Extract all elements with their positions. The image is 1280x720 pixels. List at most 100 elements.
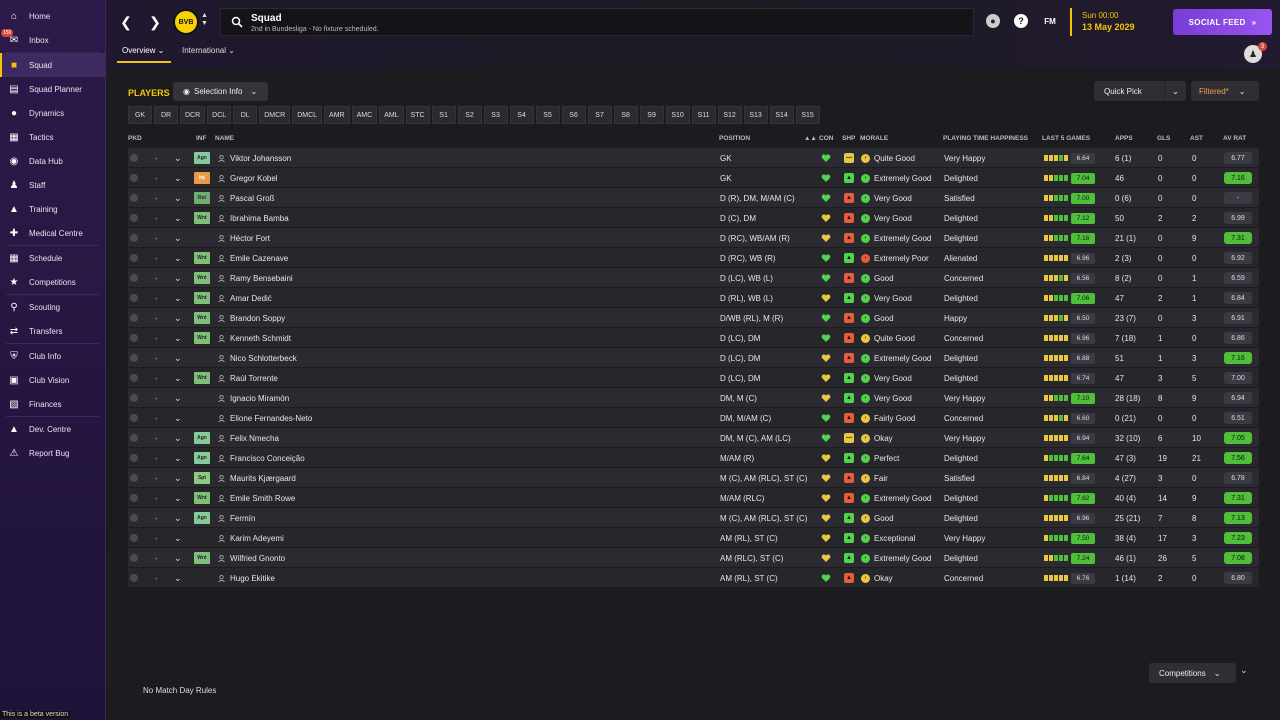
pick-checkbox[interactable] bbox=[130, 168, 138, 188]
table-row[interactable]: - ⌄ Ignacio Miramón DM, M (C) ▲ › Very Good Ver… bbox=[128, 388, 1259, 408]
player-name[interactable]: Karim Adeyemi bbox=[218, 528, 284, 548]
pick-checkbox[interactable] bbox=[130, 288, 138, 308]
row-expand-chevron-icon[interactable]: ⌄ bbox=[174, 252, 182, 263]
position-filter-stc[interactable]: STC bbox=[405, 106, 430, 124]
position-filter-dmcr[interactable]: DMCR bbox=[259, 106, 291, 124]
position-filter-s8[interactable]: S8 bbox=[613, 106, 638, 124]
sidebar-item-competitions[interactable]: ★ Competitions bbox=[0, 270, 105, 294]
row-expand-chevron-icon[interactable]: ⌄ bbox=[174, 212, 182, 223]
table-row[interactable]: - ⌄ Inj Gregor Kobel GK ▲ › Extremely Good Delig… bbox=[128, 168, 1259, 188]
player-name[interactable]: Ramy Bensebaini bbox=[218, 268, 293, 288]
player-name[interactable]: Wilfried Gnonto bbox=[218, 548, 285, 568]
col-happiness[interactable]: PLAYING TIME HAPPINESS bbox=[943, 135, 1028, 142]
pick-checkbox[interactable] bbox=[130, 568, 138, 588]
sidebar-item-squad-planner[interactable]: ▤ Squad Planner bbox=[0, 77, 105, 101]
table-row[interactable]: - ⌄ Agn Francisco Conceição M/AM (R) ▲ › Perfec… bbox=[128, 448, 1259, 468]
player-name[interactable]: Hugo Ekitike bbox=[218, 568, 275, 588]
col-ast[interactable]: AST bbox=[1190, 135, 1203, 142]
sidebar-item-club-vision[interactable]: ▣ Club Vision bbox=[0, 368, 105, 392]
player-name[interactable]: Gregor Kobel bbox=[218, 168, 278, 188]
table-row[interactable]: - ⌄ Agn Viktor Johansson GK — › Quite Good Very … bbox=[128, 148, 1259, 168]
col-shp[interactable]: SHP bbox=[842, 135, 856, 142]
club-switch-icon[interactable]: ▲ ▼ bbox=[201, 12, 208, 27]
fm-menu-icon[interactable]: FM bbox=[1044, 16, 1056, 26]
col-gls[interactable]: GLS bbox=[1157, 135, 1171, 142]
player-name[interactable]: Pascal Groß bbox=[218, 188, 274, 208]
position-filter-s2[interactable]: S2 bbox=[457, 106, 482, 124]
table-row[interactable]: - ⌄ Spt Maurits Kjærgaard M (C), AM (RLC), S… bbox=[128, 468, 1259, 488]
row-expand-chevron-icon[interactable]: ⌄ bbox=[174, 332, 182, 343]
table-row[interactable]: - ⌄ Wnt Wilfried Gnonto AM (RLC), ST (C) ▲ › Ex… bbox=[128, 548, 1259, 568]
table-row[interactable]: - ⌄ Héctor Fort D (RC), WB/AM (R) ▲ › Extremel… bbox=[128, 228, 1259, 248]
sidebar-item-training[interactable]: ▲ Training bbox=[0, 197, 105, 221]
row-expand-chevron-icon[interactable]: ⌄ bbox=[174, 572, 182, 583]
row-expand-chevron-icon[interactable]: ⌄ bbox=[174, 172, 182, 183]
row-expand-chevron-icon[interactable]: ⌄ bbox=[174, 432, 182, 443]
table-row[interactable]: - ⌄ Wnt Amar Dedić D (RL), WB (L) ▲ › Very Good… bbox=[128, 288, 1259, 308]
pick-checkbox[interactable] bbox=[130, 308, 138, 328]
sidebar-item-club-info[interactable]: ⛨ Club Info bbox=[0, 344, 105, 368]
game-date[interactable]: Sun 00:00 13 May 2029 bbox=[1070, 8, 1166, 36]
player-name[interactable]: Fermín bbox=[218, 508, 255, 528]
col-apps[interactable]: APPS bbox=[1115, 135, 1133, 142]
pick-checkbox[interactable] bbox=[130, 488, 138, 508]
table-row[interactable]: - ⌄ Elione Fernandes-Neto DM, M/AM (C) ▲ › Fai… bbox=[128, 408, 1259, 428]
pick-checkbox[interactable] bbox=[130, 248, 138, 268]
col-con[interactable]: CON bbox=[819, 135, 834, 142]
sidebar-item-dynamics[interactable]: ● Dynamics bbox=[0, 101, 105, 125]
position-filter-gk[interactable]: GK bbox=[128, 106, 152, 124]
position-filter-s10[interactable]: S10 bbox=[665, 106, 690, 124]
title-search-bar[interactable]: Squad 2nd in Bundesliga - No fixture sch… bbox=[220, 8, 974, 36]
row-expand-chevron-icon[interactable]: ⌄ bbox=[174, 452, 182, 463]
player-name[interactable]: Ibrahima Bamba bbox=[218, 208, 289, 228]
player-name[interactable]: Ignacio Miramón bbox=[218, 388, 289, 408]
position-filter-s15[interactable]: S15 bbox=[795, 106, 820, 124]
pick-checkbox[interactable] bbox=[130, 548, 138, 568]
table-row[interactable]: - ⌄ Wnt Ibrahima Bamba D (C), DM ▲ › Very Good D… bbox=[128, 208, 1259, 228]
position-filter-amr[interactable]: AMR bbox=[324, 106, 350, 124]
player-name[interactable]: Raúl Torrente bbox=[218, 368, 278, 388]
position-filter-s3[interactable]: S3 bbox=[483, 106, 508, 124]
position-filter-dr[interactable]: DR bbox=[154, 106, 178, 124]
player-name[interactable]: Emile Cazenave bbox=[218, 248, 288, 268]
pick-checkbox[interactable] bbox=[130, 408, 138, 428]
filter-dropdown[interactable]: Filtered* ⌄ bbox=[1191, 81, 1259, 101]
position-filter-s9[interactable]: S9 bbox=[639, 106, 664, 124]
competitions-dropdown[interactable]: Competitions ⌄ bbox=[1149, 663, 1236, 683]
row-expand-chevron-icon[interactable]: ⌄ bbox=[174, 552, 182, 563]
help-icon[interactable]: ? bbox=[1014, 14, 1028, 28]
player-name[interactable]: Brandon Soppy bbox=[218, 308, 285, 328]
row-expand-chevron-icon[interactable]: ⌄ bbox=[174, 152, 182, 163]
pick-checkbox[interactable] bbox=[130, 328, 138, 348]
player-name[interactable]: Francisco Conceição bbox=[218, 448, 305, 468]
tab-overview[interactable]: Overview ⌄ bbox=[122, 46, 164, 55]
position-filter-s14[interactable]: S14 bbox=[769, 106, 794, 124]
pick-checkbox[interactable] bbox=[130, 428, 138, 448]
chevron-down-icon[interactable]: ⌄ bbox=[1240, 665, 1248, 675]
sidebar-item-squad[interactable]: ■ Squad bbox=[0, 53, 105, 77]
sidebar-item-inbox[interactable]: ✉ Inbox 150 bbox=[0, 28, 105, 52]
pick-checkbox[interactable] bbox=[130, 348, 138, 368]
sort-arrows-icon[interactable]: ▲▲ bbox=[804, 135, 817, 142]
sidebar-item-data-hub[interactable]: ◉ Data Hub bbox=[0, 149, 105, 173]
sidebar-item-finances[interactable]: ▧ Finances bbox=[0, 392, 105, 416]
table-row[interactable]: - ⌄ Agn Fermín M (C), AM (RLC), ST (C) ▲ › Good… bbox=[128, 508, 1259, 528]
player-name[interactable]: Viktor Johansson bbox=[218, 148, 291, 168]
player-name[interactable]: Maurits Kjærgaard bbox=[218, 468, 296, 488]
position-filter-s6[interactable]: S6 bbox=[561, 106, 586, 124]
pick-checkbox[interactable] bbox=[130, 188, 138, 208]
player-name[interactable]: Elione Fernandes-Neto bbox=[218, 408, 312, 428]
social-feed-button[interactable]: SOCIAL FEED » bbox=[1173, 9, 1272, 35]
player-name[interactable]: Emile Smith Rowe bbox=[218, 488, 295, 508]
sidebar-item-transfers[interactable]: ⇄ Transfers bbox=[0, 319, 105, 343]
sidebar-item-dev-centre[interactable]: ▲ Dev. Centre bbox=[0, 417, 105, 441]
player-name[interactable]: Héctor Fort bbox=[218, 228, 270, 248]
row-expand-chevron-icon[interactable]: ⌄ bbox=[174, 352, 182, 363]
row-expand-chevron-icon[interactable]: ⌄ bbox=[174, 372, 182, 383]
table-row[interactable]: - ⌄ Karim Adeyemi AM (RL), ST (C) ▲ › Exceptio… bbox=[128, 528, 1259, 548]
row-expand-chevron-icon[interactable]: ⌄ bbox=[174, 272, 182, 283]
pick-checkbox[interactable] bbox=[130, 448, 138, 468]
position-filter-s7[interactable]: S7 bbox=[587, 106, 612, 124]
table-row[interactable]: - ⌄ Hugo Ekitike AM (RL), ST (C) ▲ › Okay Conce… bbox=[128, 568, 1259, 588]
col-inf[interactable]: INF bbox=[196, 135, 207, 142]
